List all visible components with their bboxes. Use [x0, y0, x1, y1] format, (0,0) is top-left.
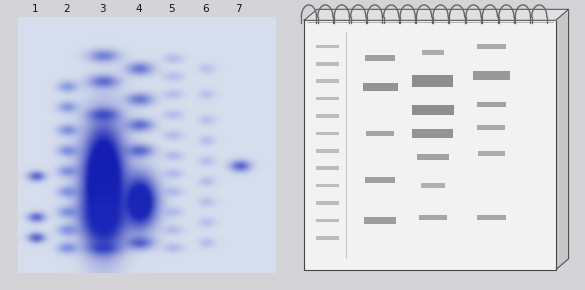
FancyBboxPatch shape [477, 44, 506, 49]
FancyBboxPatch shape [364, 217, 397, 224]
FancyBboxPatch shape [477, 102, 506, 107]
FancyBboxPatch shape [479, 151, 504, 156]
Text: 7: 7 [236, 4, 242, 14]
Text: 2: 2 [63, 4, 70, 14]
FancyBboxPatch shape [316, 114, 339, 118]
FancyBboxPatch shape [422, 50, 444, 55]
Text: 4: 4 [135, 4, 142, 14]
FancyBboxPatch shape [421, 183, 445, 188]
FancyBboxPatch shape [316, 219, 339, 222]
FancyBboxPatch shape [316, 184, 339, 188]
FancyBboxPatch shape [412, 129, 453, 138]
FancyBboxPatch shape [304, 20, 556, 270]
Text: 1: 1 [32, 4, 39, 14]
FancyBboxPatch shape [316, 62, 339, 66]
Polygon shape [304, 259, 569, 270]
FancyBboxPatch shape [316, 97, 339, 100]
FancyBboxPatch shape [366, 131, 394, 136]
Polygon shape [304, 9, 569, 20]
FancyBboxPatch shape [365, 55, 395, 61]
FancyBboxPatch shape [412, 105, 454, 115]
Text: 6: 6 [202, 4, 209, 14]
Polygon shape [556, 9, 569, 270]
FancyBboxPatch shape [316, 79, 339, 83]
FancyBboxPatch shape [316, 44, 339, 48]
FancyBboxPatch shape [316, 166, 339, 170]
FancyBboxPatch shape [316, 131, 339, 135]
FancyBboxPatch shape [477, 215, 506, 220]
FancyBboxPatch shape [363, 83, 398, 91]
Text: 3: 3 [99, 4, 106, 14]
FancyBboxPatch shape [316, 149, 339, 153]
Text: 5: 5 [168, 4, 176, 14]
FancyBboxPatch shape [473, 71, 510, 80]
FancyBboxPatch shape [316, 236, 339, 240]
FancyBboxPatch shape [419, 215, 447, 220]
FancyBboxPatch shape [417, 154, 449, 160]
FancyBboxPatch shape [477, 125, 505, 130]
FancyBboxPatch shape [412, 75, 453, 87]
FancyBboxPatch shape [316, 201, 339, 205]
FancyBboxPatch shape [365, 177, 395, 183]
